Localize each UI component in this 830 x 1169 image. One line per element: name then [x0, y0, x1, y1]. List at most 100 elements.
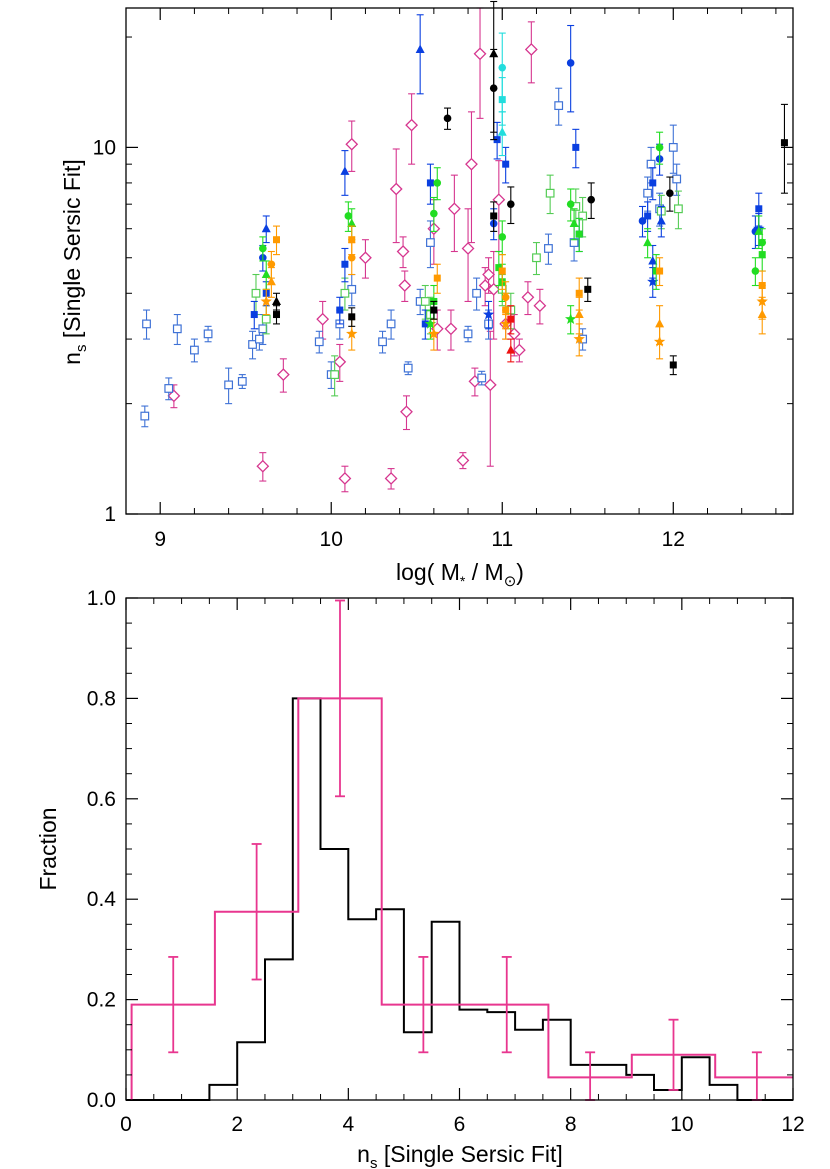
scatter-point-filled-square: [780, 139, 788, 147]
scatter-point-open-square: [668, 142, 678, 152]
scatter-point-open-diamond: [345, 137, 359, 151]
scatter-point-filled-square: [348, 313, 356, 321]
histogram-panel: 0 2 4 6 8 10 12 0.0 0.2 0.4 0.6 0.8 1.0 ns [Single S…: [35, 587, 805, 1169]
scatter-point-open-diamond: [316, 312, 330, 326]
scatter-point-filled-square: [273, 236, 281, 244]
scatter-point-filled-circle: [501, 293, 510, 302]
scatter-point-filled-circle: [433, 179, 442, 187]
scatter-point-open-square: [403, 363, 413, 373]
scatter-y-tick-label: 1: [104, 503, 116, 526]
scatter-point-filled-triangle: [655, 318, 665, 328]
scatter-point-filled-square: [348, 236, 356, 244]
scatter-point-open-square: [142, 319, 151, 329]
scatter-point-filled-triangle: [569, 218, 579, 228]
scatter-point-filled-triangle: [340, 166, 350, 175]
scatter-point-filled-circle: [666, 189, 674, 197]
scatter-point-filled-square: [433, 274, 441, 282]
scatter-point-star: [346, 327, 358, 339]
scatter-point-filled-triangle: [574, 309, 584, 319]
scatter-point-filled-triangle: [754, 226, 764, 235]
scatter-point-open-square: [554, 101, 564, 111]
scatter-point-filled-circle: [344, 212, 353, 220]
histogram-x-tick-label: 12: [781, 1113, 804, 1136]
scatter-point-filled-circle: [498, 63, 507, 72]
scatter-point-filled-circle: [443, 114, 452, 123]
scatter-marks: [140, 0, 788, 493]
scatter-point-filled-triangle: [347, 218, 357, 228]
scatter-point-open-diamond: [492, 193, 506, 207]
scatter-point-filled-triangle: [261, 223, 271, 233]
scatter-point-open-square: [190, 345, 199, 355]
scatter-point-filled-square: [507, 315, 515, 323]
scatter-point-star: [756, 295, 768, 307]
scatter-point-filled-square: [669, 361, 677, 369]
scatter-point-open-diamond: [398, 279, 412, 292]
scatter-point-open-square: [420, 297, 430, 306]
scatter-panel: 9 10 11 12 1 10 log( M* / M⊙) ns [Single Sers…: [59, 0, 794, 590]
scatter-point-open-square: [203, 329, 213, 339]
scatter-point-open-square: [330, 370, 340, 380]
scatter-point-open-diamond: [359, 251, 372, 265]
scatter-point-filled-circle: [498, 233, 507, 241]
scatter-point-open-square: [643, 188, 653, 198]
scatter-yaxis-label: ns [Single Sersic Fit]: [59, 159, 90, 365]
scatter-point-open-square: [578, 211, 588, 221]
scatter-point-open-diamond: [256, 459, 270, 473]
scatter-y-tick-label: 10: [93, 136, 116, 159]
scatter-point-filled-circle: [638, 217, 647, 225]
scatter-point-star: [500, 317, 512, 329]
scatter-point-open-diamond: [521, 290, 535, 304]
scatter-point-filled-square: [250, 311, 258, 319]
scatter-point-filled-triangle: [648, 255, 658, 265]
scatter-point-filled-circle: [507, 200, 515, 208]
scatter-point-open-square: [255, 334, 264, 344]
scatter-point-filled-square: [502, 160, 510, 168]
scatter-point-filled-square: [575, 230, 583, 238]
scatter-point-filled-circle: [587, 195, 595, 204]
histogram-x-tick-label: 6: [454, 1113, 466, 1136]
histogram-y-tick-label: 0.4: [87, 888, 117, 911]
scatter-point-filled-square: [656, 267, 664, 275]
scatter-point-star: [424, 317, 437, 329]
scatter-point-filled-circle: [347, 253, 356, 262]
scatter-point-open-diamond: [487, 282, 501, 296]
scatter-point-open-diamond: [483, 378, 497, 392]
scatter-point-open-diamond: [167, 389, 181, 403]
scatter-point-open-diamond: [482, 268, 495, 281]
scatter-point-open-diamond: [473, 47, 487, 61]
scatter-point-open-diamond: [524, 43, 538, 56]
scatter-point-open-square: [261, 314, 271, 324]
scatter-point-open-diamond: [461, 242, 475, 255]
scatter-point-filled-square: [572, 143, 580, 151]
scatter-point-open-diamond: [533, 299, 547, 313]
scatter-point-open-diamond: [384, 472, 398, 485]
histogram-marks: [126, 599, 793, 1101]
histogram-x-tick-label: 2: [231, 1113, 243, 1136]
histogram-x-tick-label: 8: [565, 1113, 577, 1136]
scatter-point-open-diamond: [512, 343, 526, 357]
scatter-point-open-square: [224, 380, 234, 390]
scatter-point-filled-circle: [430, 209, 438, 218]
histogram-xaxis-label: ns [Single Sersic Fit]: [357, 1141, 563, 1169]
histogram-y-tick-label: 0.6: [87, 788, 116, 811]
histogram-yaxis-label: Fraction: [35, 807, 61, 890]
scatter-point-open-square: [140, 411, 150, 421]
scatter-point-star: [260, 295, 272, 307]
scatter-point-open-square: [251, 288, 261, 298]
scatter-point-open-square: [646, 159, 656, 169]
histogram-y-tick-label: 0.2: [87, 989, 116, 1012]
scatter-point-open-square: [544, 244, 553, 253]
sun-symbol: ⊙: [504, 573, 517, 590]
histogram-plot-frame: [125, 597, 794, 1101]
histogram-x-tick-label: 4: [342, 1113, 354, 1136]
scatter-point-filled-triangle: [497, 127, 507, 136]
scatter-point-filled-square: [273, 311, 281, 319]
scatter-point-open-diamond: [400, 405, 413, 419]
scatter-point-open-square: [672, 174, 682, 184]
scatter-point-filled-circle: [566, 200, 575, 208]
scatter-x-tick-label: 12: [662, 528, 685, 551]
scatter-point-filled-triangle: [489, 48, 499, 58]
scatter-point-open-square: [314, 337, 324, 347]
scatter-point-filled-square: [341, 260, 349, 268]
scatter-point-open-square: [386, 319, 396, 329]
